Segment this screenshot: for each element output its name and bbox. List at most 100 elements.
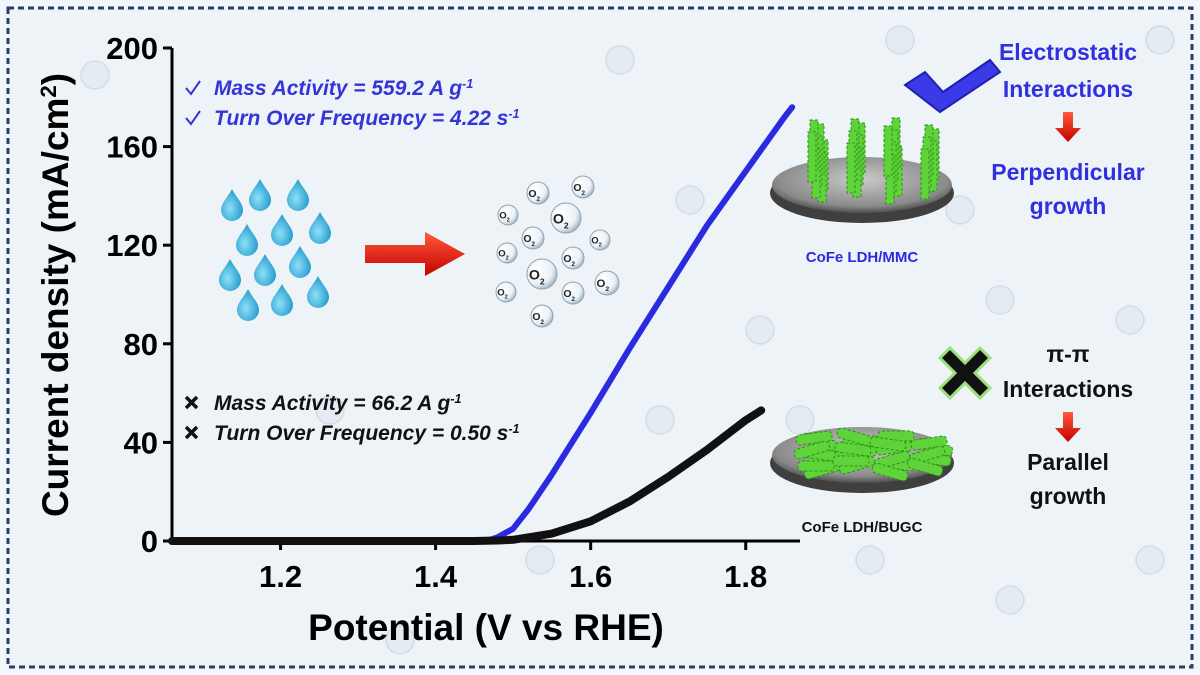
subscript: 2 — [540, 318, 544, 325]
water-drop — [219, 259, 241, 291]
water-drop — [289, 246, 311, 278]
bg-bubble — [745, 315, 775, 345]
text-part: O — [498, 249, 505, 260]
mechanism-text: π-π — [1047, 341, 1090, 367]
x-tick-label: 1.6 — [569, 559, 612, 594]
bubble-label: O2 — [528, 189, 540, 203]
sample-label: CoFe LDH/MMC — [806, 249, 919, 266]
supscript: -1 — [508, 107, 519, 121]
frame-border — [6, 6, 1194, 669]
mechanism-text: Parallel — [1027, 449, 1109, 475]
x-axis-label: Potential (V vs RHE) — [308, 607, 664, 648]
big-cross — [937, 345, 993, 401]
bubble-label: O2 — [563, 254, 575, 268]
supscript: -1 — [450, 392, 461, 406]
crystal — [832, 455, 870, 467]
bubble — [561, 246, 585, 270]
y-tick-label: 0 — [141, 524, 158, 559]
subscript: 2 — [506, 256, 509, 262]
water-drop — [309, 212, 331, 244]
water-drop — [237, 289, 259, 321]
text-part: O — [563, 289, 571, 300]
crystal — [869, 436, 907, 452]
subscript: 2 — [581, 189, 585, 196]
y-tick-label: 120 — [106, 228, 158, 263]
text-part: O — [591, 236, 598, 247]
crystal — [846, 142, 856, 194]
annotation: Mass Activity = 66.2 A g-1 — [214, 392, 462, 415]
subscript: 2 — [571, 260, 575, 267]
bubble — [589, 229, 611, 251]
data-line — [168, 406, 766, 545]
crystal — [807, 131, 817, 183]
bg-bubble — [80, 60, 110, 90]
subscript: 2 — [599, 243, 602, 249]
text-part: O — [523, 234, 531, 245]
subscript: 2 — [536, 195, 540, 202]
text-part: O — [532, 312, 540, 323]
bubble-label: O2 — [591, 236, 602, 249]
crystal — [797, 460, 835, 472]
check-icon — [185, 80, 201, 96]
bg-bubble — [785, 405, 815, 435]
bg-bubble — [525, 545, 555, 575]
supscript: -1 — [508, 422, 519, 436]
text-part: Turn Over Frequency = 4.22 s — [214, 107, 508, 130]
bubble-label: O2 — [529, 267, 545, 286]
water-drop — [287, 179, 309, 211]
mechanism-text: growth — [1030, 193, 1107, 219]
supscript: -1 — [462, 77, 473, 91]
bubble — [526, 181, 550, 205]
text-part: O — [573, 183, 581, 194]
text-part: O — [497, 288, 504, 299]
crystal — [920, 148, 930, 200]
text-part: Turn Over Frequency = 0.50 s — [214, 422, 508, 445]
annotation: Turn Over Frequency = 4.22 s-1 — [214, 107, 520, 130]
bg-bubble — [675, 185, 705, 215]
text-part: O — [529, 267, 540, 283]
y-tick-label: 40 — [124, 425, 158, 460]
text-part: Current density (mA/cm — [35, 98, 76, 517]
bg-bubble — [645, 405, 675, 435]
bubble — [495, 281, 517, 303]
text-part: Mass Activity = 66.2 A g — [214, 392, 451, 415]
text-part: ) — [35, 73, 76, 85]
bg-bubble — [855, 545, 885, 575]
bg-bubble — [605, 45, 635, 75]
mechanism-text: Perpendicular — [991, 159, 1144, 185]
mechanism-text: Interactions — [1003, 76, 1133, 102]
bg-bubble — [985, 285, 1015, 315]
x-tick-label: 1.8 — [724, 559, 767, 594]
supscript: 2 — [36, 85, 61, 97]
text-part: Mass Activity = 559.2 A g — [214, 77, 462, 100]
bg-bubble — [1115, 305, 1145, 335]
water-drop — [236, 224, 258, 256]
water-drop — [271, 214, 293, 246]
mechanism-text: Electrostatic — [999, 39, 1137, 65]
water-drop — [254, 254, 276, 286]
text-part: O — [563, 254, 571, 265]
annotation: Turn Over Frequency = 0.50 s-1 — [214, 422, 520, 445]
plot: 0 40 80 120 160 200 1.2 1.4 1.6 1.8 Potential (V v… — [35, 31, 800, 648]
y-axis-label: Current density (mA/cm2) — [35, 73, 76, 517]
bubble-label: O2 — [596, 278, 609, 293]
bg-bubble — [1135, 545, 1165, 575]
y-tick-label: 200 — [106, 31, 158, 66]
annotation: Mass Activity = 559.2 A g-1 — [214, 77, 473, 100]
crystal — [871, 462, 909, 482]
water-drop — [249, 179, 271, 211]
text-part: O — [596, 278, 605, 290]
cross-icon — [184, 395, 199, 410]
crystal — [883, 125, 893, 177]
subscript: 2 — [564, 220, 569, 230]
subscript: 2 — [540, 276, 545, 286]
crystal — [834, 441, 872, 457]
mechanism-text: Interactions — [1003, 376, 1133, 402]
bubble-label: O2 — [498, 249, 509, 262]
bubble — [550, 202, 582, 234]
subscript: 2 — [605, 286, 609, 293]
bubble-label: O2 — [563, 289, 575, 303]
x-tick-label: 1.4 — [414, 559, 458, 594]
